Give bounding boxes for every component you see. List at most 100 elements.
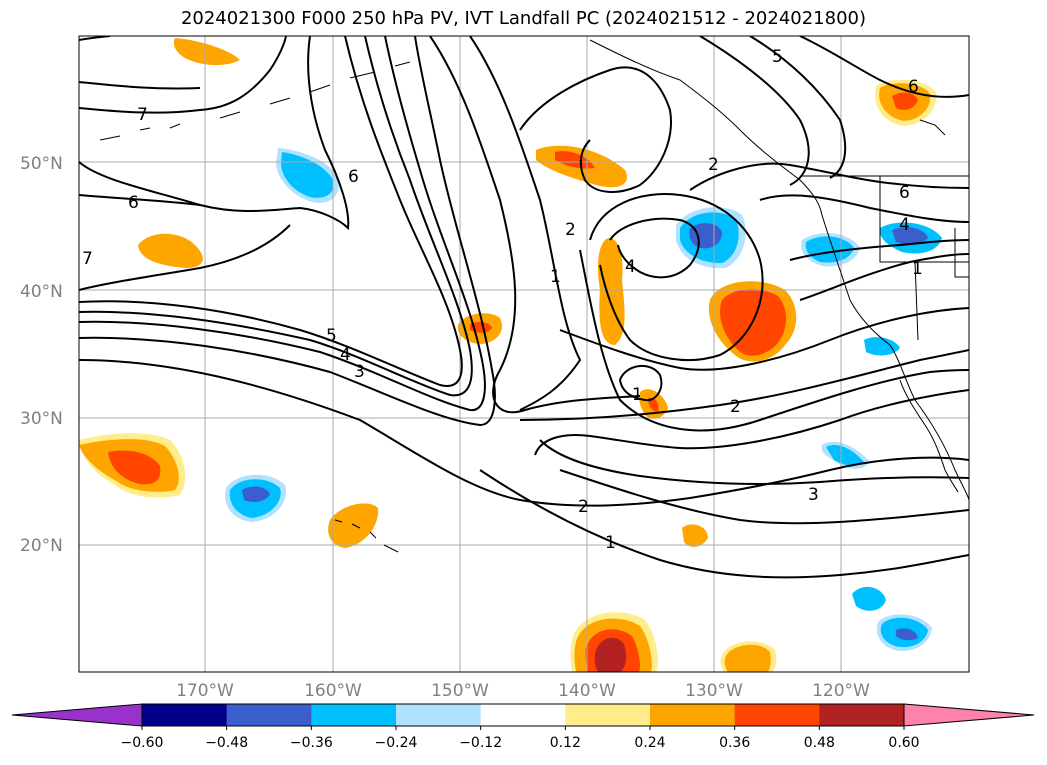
hawaii-islands (334, 519, 399, 553)
anomaly-blob (682, 524, 708, 547)
lon-label-130w: 130°W (685, 681, 743, 701)
contour-line (79, 36, 496, 427)
anomaly-blob (805, 236, 854, 263)
contour-line (799, 36, 969, 98)
lat-axis: 50°N 40°N 30°N 20°N (20, 154, 63, 556)
colorbar-extend-low (11, 703, 143, 727)
contour-line (609, 217, 700, 279)
anomaly-blob (852, 586, 886, 611)
contour-line (519, 66, 672, 193)
anomaly-blob (724, 644, 771, 672)
lon-label-150w: 150°W (431, 681, 489, 701)
contour-line (79, 194, 201, 206)
contour-line (579, 249, 969, 432)
contour-line (429, 36, 641, 414)
colorbar-segment (142, 704, 228, 726)
contour-label: 4 (340, 345, 351, 365)
baja-coast (899, 379, 959, 493)
anomaly-blob (648, 397, 659, 412)
state-line (914, 261, 919, 341)
colorbar-segment (565, 704, 651, 726)
contour-label: 1 (912, 259, 923, 279)
colorbar-segment (819, 704, 905, 726)
lon-axis: 170°W 160°W 150°W 140°W 130°W 120°W (176, 681, 870, 701)
colorbar-tick-label: 0.36 (719, 735, 750, 751)
contour-line (534, 389, 969, 456)
contour-label: 6 (908, 77, 919, 97)
contour-label: 4 (899, 215, 910, 235)
map-background (79, 36, 969, 672)
contour-label: 5 (326, 326, 337, 346)
lat-label-20n: 20°N (20, 536, 63, 556)
contour-line (789, 239, 969, 261)
colorbar-segment (396, 704, 482, 726)
pv-anomaly-shading (79, 38, 942, 672)
anomaly-blob (864, 337, 900, 356)
aleutian-islands (99, 61, 411, 141)
contour-line (79, 224, 291, 291)
anomaly-blob (242, 486, 270, 502)
colorbar-tick-label: 0.60 (888, 735, 919, 751)
anomaly-blob (328, 503, 379, 548)
anomaly-blob (892, 227, 928, 245)
colorbar-segment (650, 704, 736, 726)
contour-line (479, 469, 969, 579)
contour-line (79, 81, 201, 90)
contour-label: 4 (625, 257, 636, 277)
lon-label-140w: 140°W (558, 681, 616, 701)
map-title: 2024021300 F000 250 hPa PV, IVT Landfall… (180, 8, 867, 29)
contour-label: 2 (565, 220, 576, 240)
anomaly-blob (173, 38, 240, 66)
anomaly-blob (896, 628, 918, 641)
contour-label: 6 (128, 193, 139, 213)
contour-label: 2 (730, 397, 741, 417)
lat-label-50n: 50°N (20, 154, 63, 174)
contour-line (759, 194, 969, 223)
colorbar-segment (734, 704, 820, 726)
colorbar-extend-high (903, 703, 1035, 727)
contour-line (799, 253, 969, 301)
contour-line (559, 307, 969, 371)
alaska-coast (589, 39, 969, 501)
contour-label: 5 (772, 47, 783, 67)
inlet-island-1 (919, 119, 946, 136)
contour-line (539, 439, 969, 485)
contour-label: 1 (632, 385, 643, 405)
lon-label-170w: 170°W (176, 681, 234, 701)
ivt-contours (79, 36, 969, 579)
anomaly-blob (594, 637, 627, 672)
us-border-box (879, 176, 969, 263)
anomaly-blob (892, 92, 918, 110)
contour-line (689, 162, 969, 191)
coastlines (99, 39, 969, 553)
anomaly-blob (281, 152, 334, 198)
contour-line (79, 36, 473, 397)
colorbar-tick-label: 0.48 (804, 735, 835, 751)
colorbar-tick-label: −0.48 (205, 735, 248, 751)
contour-label: 6 (348, 167, 359, 187)
contour-label: 7 (137, 105, 148, 125)
colorbar-tick-label: 0.24 (634, 735, 665, 751)
contour-label: 1 (605, 533, 616, 553)
lat-label-30n: 30°N (20, 409, 63, 429)
anomaly-blob (555, 151, 595, 169)
contour-line (469, 36, 582, 411)
contour-label: 3 (354, 362, 365, 382)
contour-line (618, 365, 663, 402)
contour-label: 2 (708, 155, 719, 175)
anomaly-blob (826, 444, 864, 466)
colorbar-tick-label: −0.24 (375, 735, 418, 751)
lon-label-160w: 160°W (304, 681, 362, 701)
contour-line (559, 469, 969, 525)
colorbar-tick-label: −0.60 (121, 735, 164, 751)
colorbar-segment (480, 704, 566, 726)
colorbar-segment (311, 704, 397, 726)
contour-line (589, 193, 764, 361)
colorbar-segment (226, 704, 312, 726)
contour-line (699, 36, 810, 186)
contour-line (79, 36, 350, 231)
lat-label-40n: 40°N (20, 282, 63, 302)
contour-line (519, 349, 969, 421)
colorbar-tick-label: −0.12 (459, 735, 502, 751)
state-line-2 (954, 228, 969, 278)
